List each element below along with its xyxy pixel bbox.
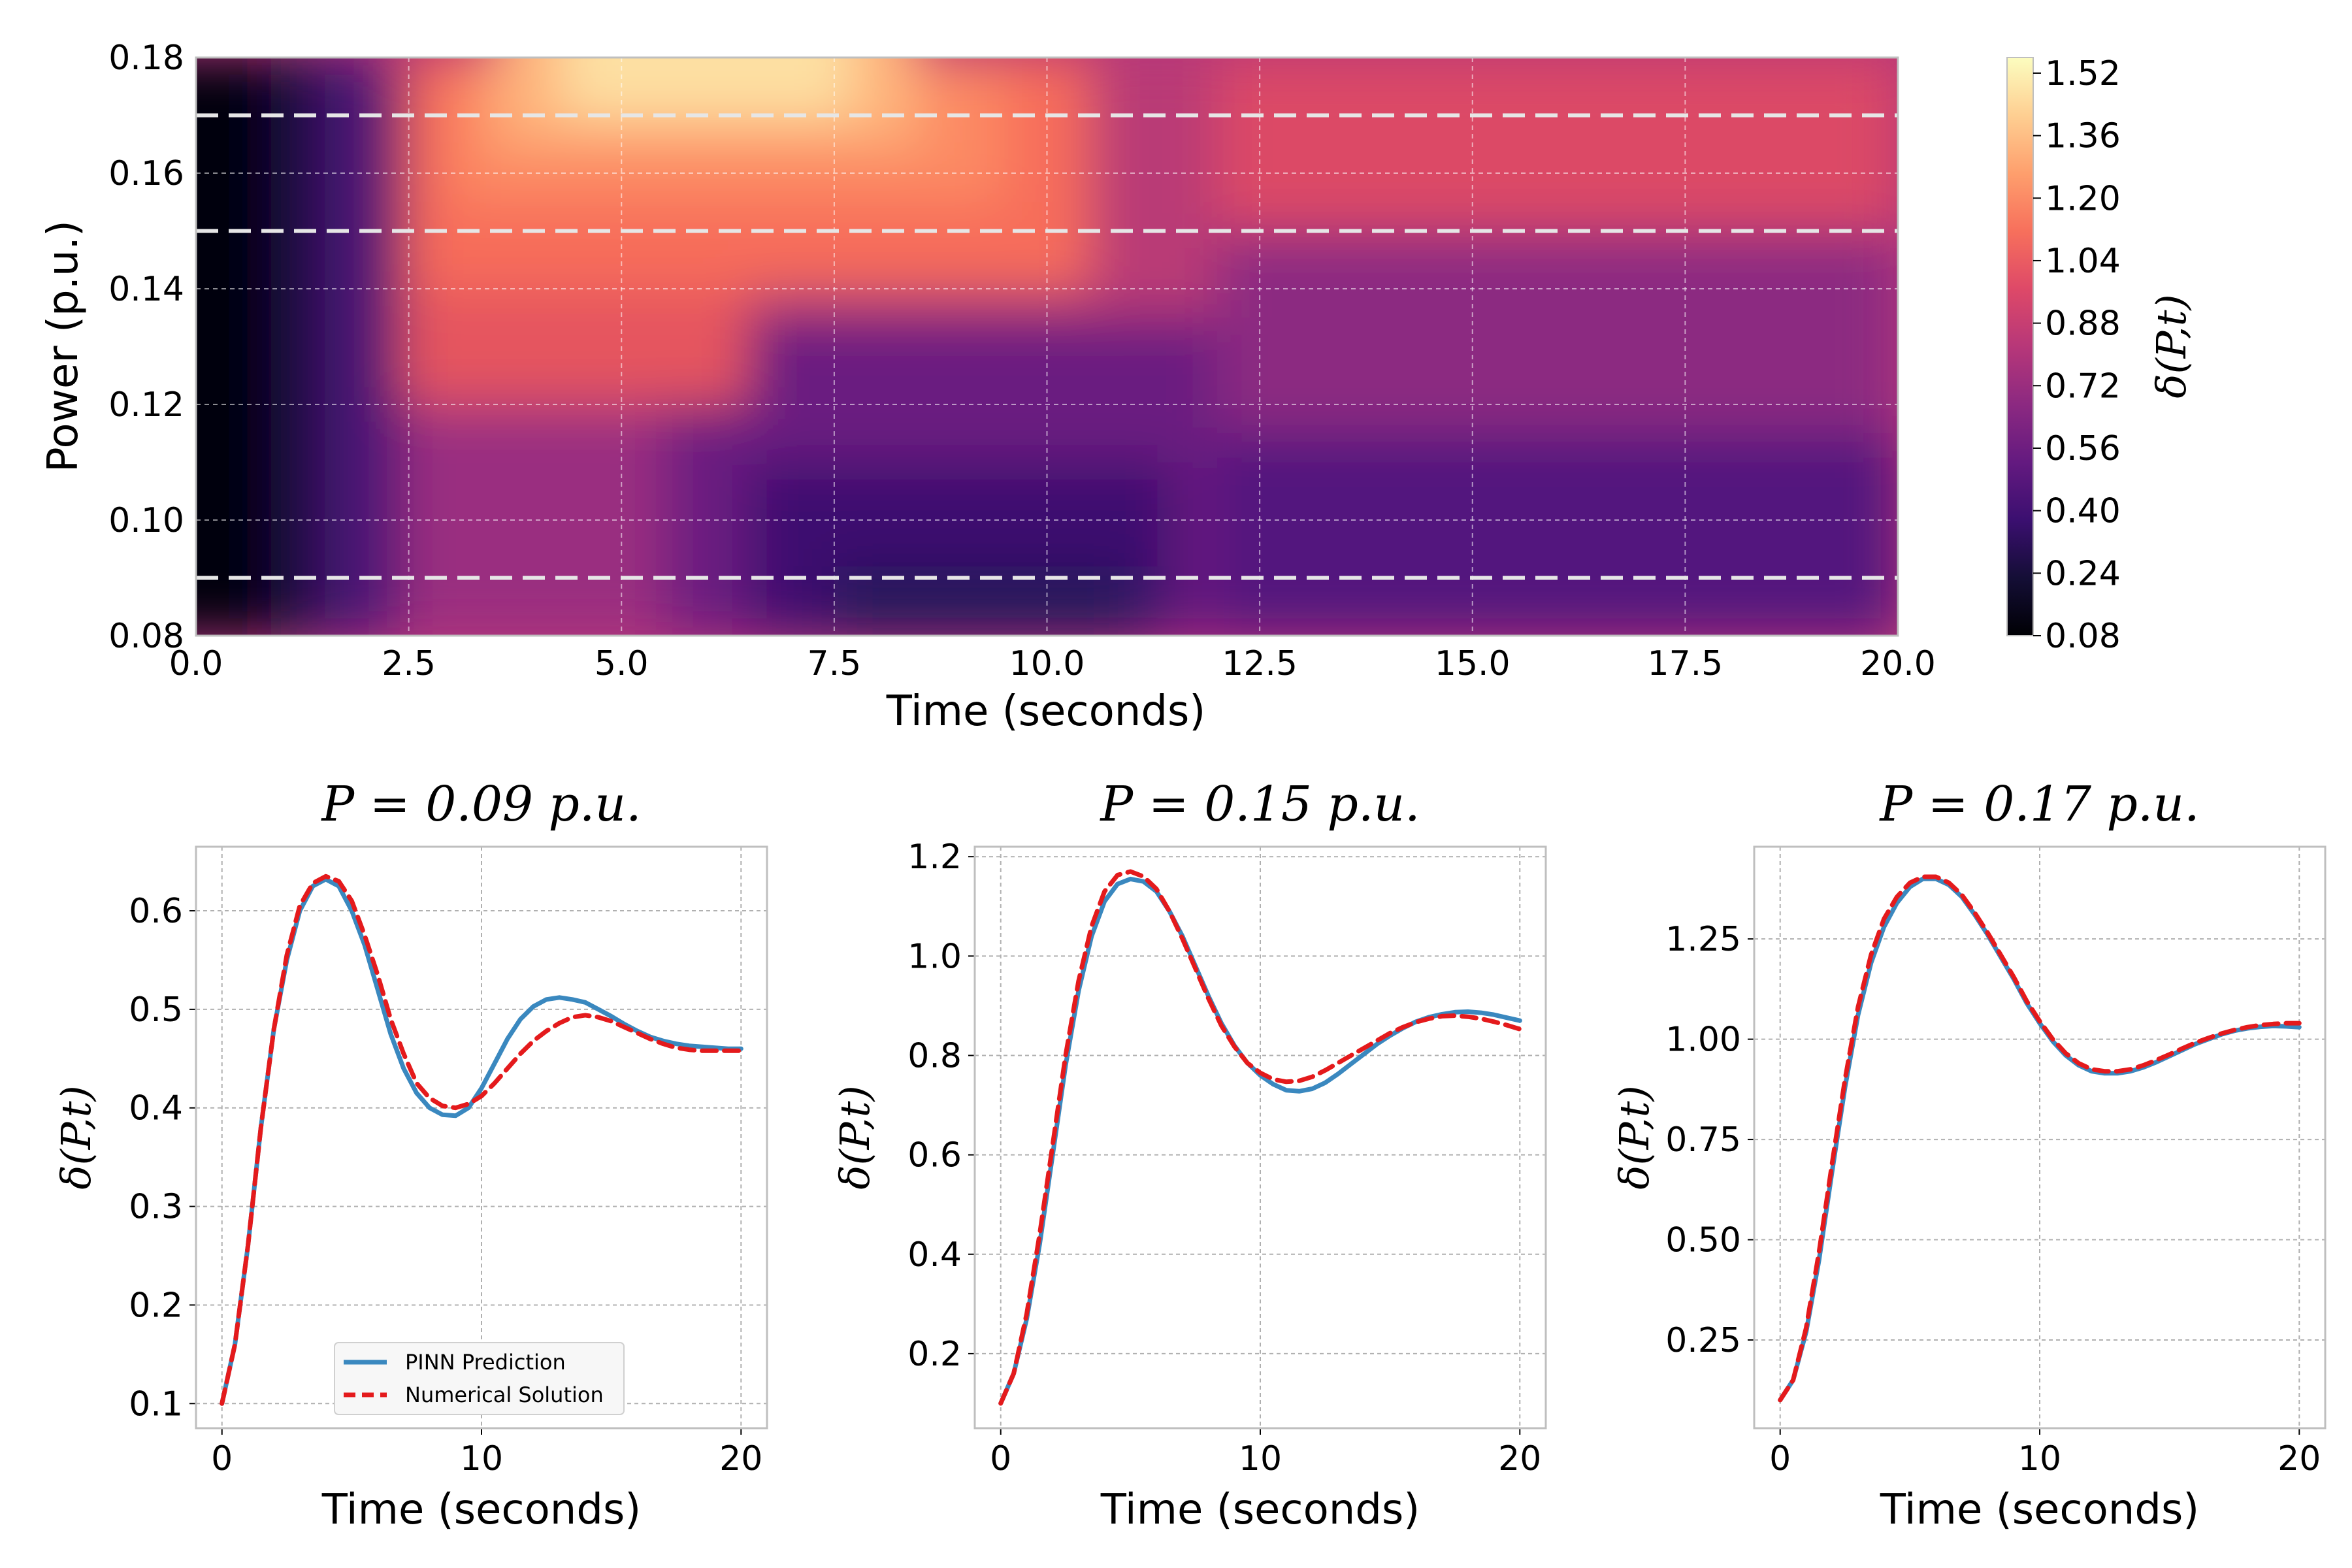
y-tick-label: 0.5 xyxy=(129,990,183,1030)
heatmap-y-tick-label: 0.08 xyxy=(108,617,184,656)
colorbar-tick-label: 1.20 xyxy=(2045,179,2121,218)
x-tick-label: 10 xyxy=(460,1439,503,1478)
heatmap-y-tick-label: 0.16 xyxy=(108,154,184,193)
y-tick-label: 0.75 xyxy=(1665,1120,1741,1160)
y-tick-label: 0.6 xyxy=(907,1136,962,1175)
heatmap-grid xyxy=(196,57,1898,636)
y-tick-label: 0.25 xyxy=(1665,1321,1741,1360)
heatmap-panel: 0.0 2.5 5.0 7.5 10.0 12.5 15.0 17.5 20.0 0.08 0.1… xyxy=(39,39,2195,736)
colorbar-tick-label: 0.40 xyxy=(2045,492,2121,531)
colorbar-tick-label: 0.24 xyxy=(2045,554,2121,593)
x-axis-label: Time (seconds) xyxy=(321,1486,642,1534)
heatmap-x-tick-label: 5.0 xyxy=(595,644,649,683)
heatmap-x-tick-label: 7.5 xyxy=(808,644,862,683)
legend: PINN Prediction Numerical Solution xyxy=(334,1342,625,1415)
x-tick-label: 20 xyxy=(2278,1439,2321,1478)
plot-frame xyxy=(1753,845,2327,1429)
legend-label: PINN Prediction xyxy=(405,1350,566,1375)
colorbar-tick-label: 1.04 xyxy=(2045,242,2121,281)
y-tick-label: 0.4 xyxy=(129,1089,183,1128)
y-tick-label: 0.6 xyxy=(129,892,183,931)
heatmap-x-ticks: 0.0 2.5 5.0 7.5 10.0 12.5 15.0 17.5 20.0 xyxy=(169,644,1936,683)
heatmap-x-tick-label: 17.5 xyxy=(1647,644,1723,683)
y-tick-label: 0.8 xyxy=(907,1036,962,1075)
y-tick-label: 1.2 xyxy=(907,838,962,877)
line-panel-2: 0 10 20 0.2 0.4 0.6 0.8 1.0 1.2 P = 0.15 p.u. Time… xyxy=(831,776,1547,1534)
colorbar-label: δ(P,t) xyxy=(2148,294,2195,398)
colorbar-tick-label: 1.36 xyxy=(2045,117,2121,156)
panel-title: P = 0.09 p.u. xyxy=(320,776,641,832)
x-tick-label: 10 xyxy=(1239,1439,1282,1478)
colorbar-ticks: 0.08 0.24 0.40 0.56 0.72 0.88 1.04 1.20 1.36 1.52 xyxy=(2033,54,2121,656)
y-tick-label: 0.2 xyxy=(129,1286,183,1325)
y-axis-label: δ(P,t) xyxy=(52,1085,100,1189)
panel-title: P = 0.17 p.u. xyxy=(1878,776,2199,832)
y-axis-label: δ(P,t) xyxy=(1610,1085,1658,1189)
colorbar-tick-label: 0.88 xyxy=(2045,304,2121,344)
heatmap-y-ticks: 0.08 0.10 0.12 0.14 0.16 0.18 xyxy=(108,39,184,656)
legend-label: Numerical Solution xyxy=(405,1382,604,1407)
series-numerical-solution xyxy=(998,869,1522,1406)
heatmap-y-tick-label: 0.14 xyxy=(108,270,184,309)
heatmap-x-tick-label: 2.5 xyxy=(382,644,436,683)
y-tick-label: 0.1 xyxy=(129,1384,183,1424)
heatmap-x-tick-label: 20.0 xyxy=(1860,644,1936,683)
heatmap-x-tick-label: 15.0 xyxy=(1435,644,1511,683)
x-tick-label: 20 xyxy=(719,1439,762,1478)
heatmap-x-label: Time (seconds) xyxy=(886,687,1206,736)
y-tick-label: 0.50 xyxy=(1665,1221,1741,1260)
heatmap-y-label: Power (p.u.) xyxy=(39,220,88,472)
line-panel-1: 0 10 20 0.1 0.2 0.3 0.4 0.5 0.6 P = 0.09 p.u. Time… xyxy=(52,776,768,1534)
heatmap-x-tick-label: 12.5 xyxy=(1222,644,1298,683)
plot-frame xyxy=(973,845,1547,1429)
y-axis-label: δ(P,t) xyxy=(831,1085,879,1189)
colorbar-tick-label: 0.72 xyxy=(2045,367,2121,406)
x-tick-label: 0 xyxy=(211,1439,233,1478)
line-panel-3: 0 10 20 0.25 0.50 0.75 1.00 1.25 P = 0.17 p.u. Ti… xyxy=(1610,776,2327,1534)
heatmap-y-tick-label: 0.12 xyxy=(108,385,184,425)
x-tick-label: 0 xyxy=(990,1439,1011,1478)
heatmap-y-tick-label: 0.18 xyxy=(108,39,184,78)
x-tick-label: 20 xyxy=(1498,1439,1541,1478)
panel-title: P = 0.15 p.u. xyxy=(1099,776,1420,832)
heatmap-image xyxy=(196,57,1898,636)
series-numerical-solution xyxy=(220,874,743,1406)
y-tick-label: 1.25 xyxy=(1665,920,1741,959)
x-tick-label: 10 xyxy=(2018,1439,2061,1478)
series-numerical-solution xyxy=(1778,874,2302,1403)
x-tick-label: 0 xyxy=(1769,1439,1791,1478)
plot-frame xyxy=(195,845,768,1429)
heatmap-dashed-lines xyxy=(196,113,1898,580)
heatmap-frame xyxy=(195,56,1899,637)
y-tick-label: 0.4 xyxy=(907,1235,962,1275)
colorbar-tick-label: 0.08 xyxy=(2045,617,2121,656)
colorbar-tick-label: 0.56 xyxy=(2045,429,2121,468)
x-axis-label: Time (seconds) xyxy=(1100,1486,1420,1534)
y-tick-label: 1.0 xyxy=(907,937,962,976)
y-tick-label: 0.3 xyxy=(129,1188,183,1227)
heatmap-x-tick-label: 0.0 xyxy=(169,644,223,683)
line-panels: 0 10 20 0.1 0.2 0.3 0.4 0.5 0.6 P = 0.09 p.u. Time… xyxy=(52,776,2327,1534)
heatmap-y-tick-label: 0.10 xyxy=(108,501,184,540)
colorbar xyxy=(2006,57,2034,636)
heatmap-x-tick-label: 10.0 xyxy=(1009,644,1085,683)
x-axis-label: Time (seconds) xyxy=(1880,1486,2200,1534)
colorbar-tick-label: 1.52 xyxy=(2045,54,2121,93)
y-tick-label: 0.2 xyxy=(907,1335,962,1374)
y-tick-label: 1.00 xyxy=(1665,1021,1741,1060)
legend-box xyxy=(334,1342,625,1415)
